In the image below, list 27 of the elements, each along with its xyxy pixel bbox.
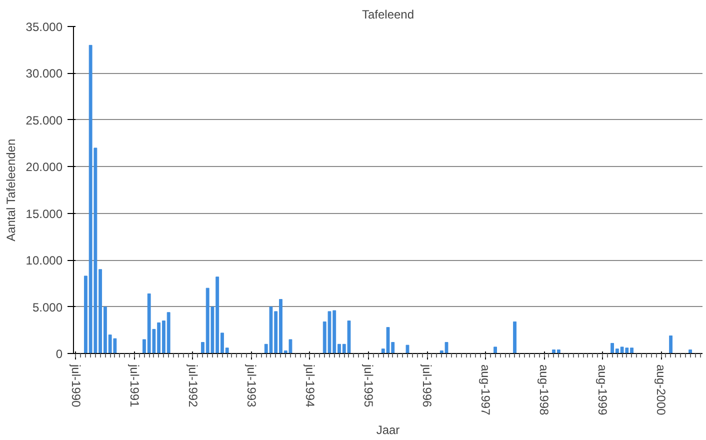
x-tick-label: jul-1995 xyxy=(361,364,376,408)
bar xyxy=(406,344,410,354)
y-tick-label: 0 xyxy=(56,347,63,361)
y-axis-title: Aantal Tafeleenden xyxy=(4,138,18,242)
x-tick-label: aug-1997 xyxy=(478,364,493,416)
x-tick-label: jul-1993 xyxy=(244,364,258,408)
bar xyxy=(688,350,692,354)
x-tick-label: jul-1994 xyxy=(302,364,317,408)
y-tick-label: 35.000 xyxy=(26,20,63,34)
y-tick-label: 10.000 xyxy=(26,254,63,268)
x-tick-label: jul-1996 xyxy=(420,364,434,408)
x-tick-label: aug-2000 xyxy=(654,364,668,416)
bar xyxy=(513,321,516,354)
y-tick-label: 5.000 xyxy=(32,300,63,314)
bar xyxy=(669,336,673,354)
bar xyxy=(494,346,497,354)
y-tick-label: 30.000 xyxy=(26,66,63,81)
x-tick-label: aug-1998 xyxy=(537,364,552,416)
x-tick-label: jul-1992 xyxy=(186,364,200,408)
y-tick-label: 15.000 xyxy=(26,206,63,221)
x-axis-title: Jaar xyxy=(376,423,400,438)
x-tick-label: jul-1991 xyxy=(127,364,142,408)
y-tick-label: 20.000 xyxy=(26,160,63,174)
x-tick-label: aug-1999 xyxy=(596,364,610,416)
y-tick-label: 25.000 xyxy=(26,113,63,128)
chart-title: Tafeleend xyxy=(362,8,414,22)
x-tick-label: jul-1990 xyxy=(68,364,83,408)
